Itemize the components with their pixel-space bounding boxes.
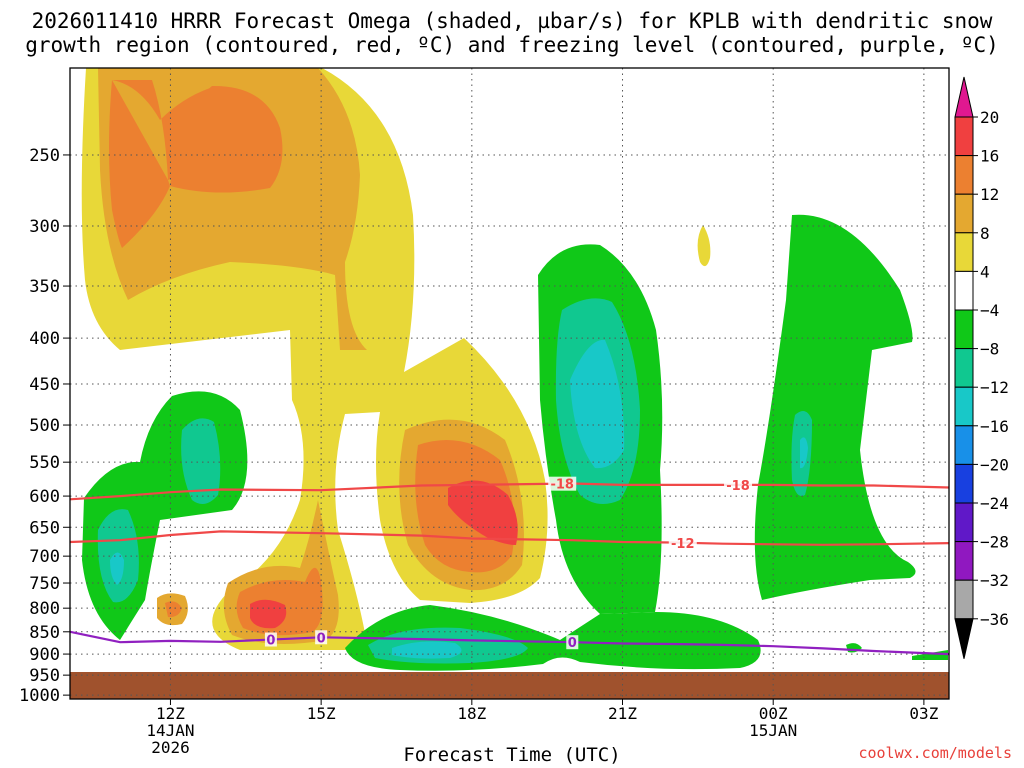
colorbar-swatch <box>954 579 974 620</box>
ground-below-surface <box>70 672 949 699</box>
colorbar-swatch <box>954 348 974 388</box>
dendritic-contour-minus12 <box>70 530 949 546</box>
x-tick-date-label: 14JAN <box>146 721 194 740</box>
contour-label-bg <box>566 635 579 650</box>
colorbar-label: −28 <box>980 533 1009 552</box>
colorbar-top-arrow <box>954 76 974 118</box>
colorbar-label: −12 <box>980 378 1009 397</box>
omega-region-12-to-16 <box>165 601 182 618</box>
contour-label-bg <box>315 630 328 645</box>
colorbar-label: 20 <box>980 108 999 127</box>
contour-label-bg <box>668 535 697 550</box>
contour-label: 0 <box>568 636 577 651</box>
contour-label-bg <box>264 632 277 647</box>
colorbar-label: −36 <box>980 610 1009 629</box>
x-tick-date-label: 2026 <box>151 738 190 757</box>
colorbar-legend: 20 16 12 8 4 −4 −8 −12 −16 −20 −24 −28 −32 −36 <box>954 76 1009 659</box>
colorbar-swatch <box>954 232 974 272</box>
colorbar-label: 4 <box>980 262 990 281</box>
omega-region-minus-4-to-minus-8 <box>754 214 916 601</box>
x-tick-date-label: 15JAN <box>749 721 797 740</box>
y-tick-label: 900 <box>29 645 60 665</box>
contour-label: -12 <box>671 537 695 552</box>
y-axis-pressure: 2503003504004505005506006507007508008509… <box>19 146 70 706</box>
x-tick-label: 00Z <box>759 704 788 723</box>
colorbar-label: 12 <box>980 185 999 204</box>
x-tick-label: 18Z <box>457 704 486 723</box>
omega-region-minus-4-to-minus-8 <box>912 650 948 660</box>
grid <box>70 68 949 699</box>
omega-region-12-to-16 <box>109 80 283 248</box>
y-tick-label: 300 <box>29 217 60 237</box>
colorbar-swatch <box>954 502 974 543</box>
contour-label: 0 <box>266 634 275 649</box>
omega-region-16-to-20 <box>448 480 518 545</box>
y-tick-label: 650 <box>29 518 60 538</box>
y-tick-label: 500 <box>29 416 60 436</box>
chart-title-line-1: 2026011410 HRRR Forecast Omega (shaded, … <box>31 9 993 33</box>
y-tick-label: 350 <box>29 277 60 297</box>
y-tick-label: 250 <box>29 146 60 166</box>
x-axis-title: Forecast Time (UTC) <box>403 744 621 766</box>
colorbar-label: −24 <box>980 494 1009 513</box>
colorbar-swatch <box>954 116 974 157</box>
y-tick-label: 700 <box>29 547 60 567</box>
omega-region-minus-12-to-minus-16 <box>110 552 124 585</box>
colorbar-swatch <box>954 155 974 195</box>
colorbar-swatch <box>954 541 974 581</box>
x-tick-label: 03Z <box>909 704 938 723</box>
colorbar-label: 8 <box>980 224 990 243</box>
contour-label-bg <box>724 477 753 492</box>
colorbar-bottom-arrow <box>954 618 974 659</box>
y-tick-label: 450 <box>29 375 60 395</box>
colorbar-label: −8 <box>980 340 999 359</box>
contour-label-bg <box>548 476 577 491</box>
contour-label: -18 <box>726 479 750 494</box>
colorbar-label: −32 <box>980 571 1009 590</box>
y-tick-label: 950 <box>29 666 60 686</box>
y-tick-label: 600 <box>29 487 60 507</box>
x-tick-label: 12Z <box>156 704 185 723</box>
contour-label: 0 <box>317 631 326 646</box>
colorbar-label: 16 <box>980 147 999 166</box>
omega-region-minus-8-to-minus-12 <box>181 418 221 504</box>
colorbar-label: −16 <box>980 417 1009 436</box>
temperature-contours: -18 -18 -12 0 0 0 <box>70 476 949 656</box>
colorbar-swatch <box>954 309 974 350</box>
colorbar-swatch <box>954 425 974 465</box>
colorbar-swatch <box>954 270 974 311</box>
y-tick-label: 800 <box>29 599 60 619</box>
colorbar-label: −4 <box>980 301 999 320</box>
colorbar-swatch <box>954 386 974 427</box>
colorbar-swatch <box>954 193 974 234</box>
chart-title-line-2: growth region (contoured, red, ºC) and f… <box>25 33 999 57</box>
site-credit-link[interactable]: coolwx.com/models <box>858 744 1012 762</box>
y-tick-label: 550 <box>29 453 60 473</box>
omega-region-4-to-8 <box>697 225 711 267</box>
y-tick-label: 400 <box>29 329 60 349</box>
y-tick-label: 750 <box>29 574 60 594</box>
omega-shading <box>70 68 949 699</box>
colorbar-swatch <box>954 463 974 504</box>
omega-region-minus-12-to-minus-16 <box>800 437 808 469</box>
omega-region-minus-12-to-minus-16 <box>570 339 625 469</box>
colorbar-label: −20 <box>980 455 1009 474</box>
contour-label: -18 <box>550 478 574 493</box>
y-tick-label: 850 <box>29 623 60 643</box>
omega-region-16-to-20 <box>250 599 287 629</box>
y-tick-label: 1000 <box>19 686 60 706</box>
x-tick-label: 15Z <box>307 704 336 723</box>
x-tick-label: 21Z <box>608 704 637 723</box>
